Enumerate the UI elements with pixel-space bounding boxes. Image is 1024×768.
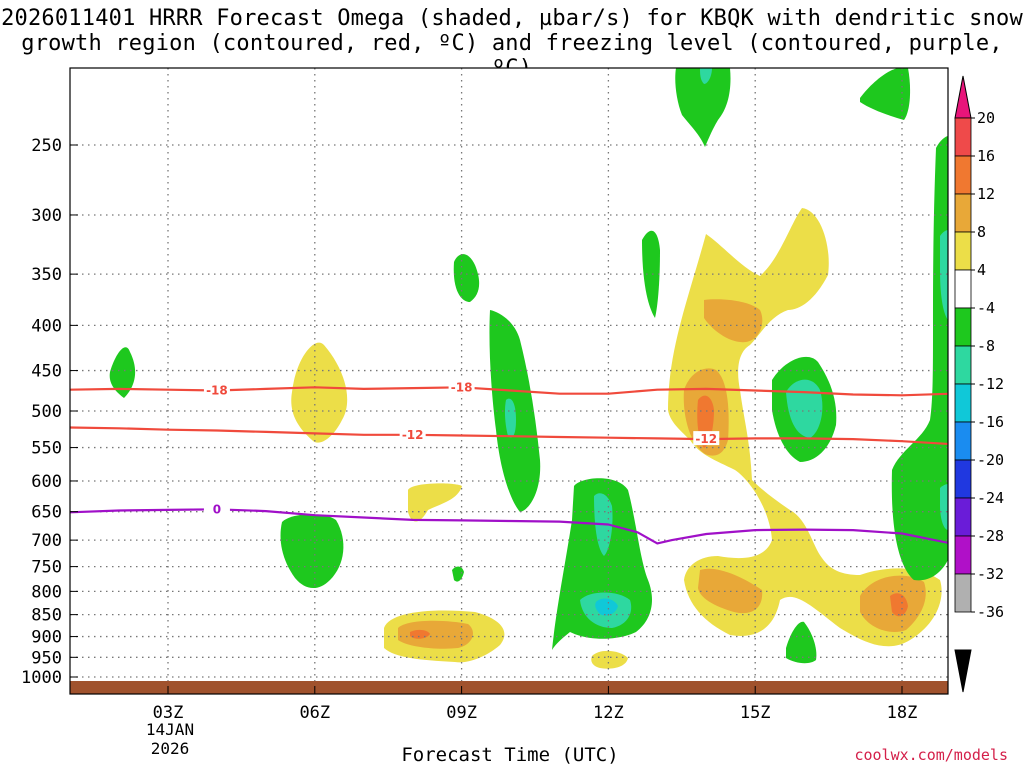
colorbar-tick-label-8: -16 bbox=[977, 413, 1004, 431]
y-tick-label-500: 500 bbox=[31, 402, 62, 422]
grid bbox=[70, 68, 948, 694]
shade-teal-5 bbox=[786, 379, 823, 438]
shade-yellow-2 bbox=[408, 483, 462, 522]
shade-tan-1 bbox=[398, 620, 473, 649]
y-tick-label-1000: 1000 bbox=[21, 668, 62, 688]
y-tick-label-600: 600 bbox=[31, 472, 62, 492]
y-tick-label-700: 700 bbox=[31, 531, 62, 551]
shade-grn-5 bbox=[452, 566, 464, 582]
y-tick-label-850: 850 bbox=[31, 606, 62, 626]
contour-label-bg--12-1 bbox=[693, 431, 720, 446]
colorbar-swatch-2 bbox=[954, 155, 972, 195]
shade-or-3 bbox=[890, 593, 908, 617]
shade-teal-7 bbox=[940, 484, 948, 530]
colorbar-tick-label-4: 4 bbox=[977, 261, 986, 279]
colorbar-swatch-4 bbox=[954, 231, 972, 271]
y-tick-label-750: 750 bbox=[31, 558, 62, 578]
shade-grn-12 bbox=[891, 136, 948, 581]
colorbar-tick-label-7: -12 bbox=[977, 375, 1004, 393]
contour-label--12-0: -12 bbox=[402, 428, 424, 442]
colorbar-tick-label-6: -8 bbox=[977, 337, 995, 355]
x-tick-label-18Z: 18Z bbox=[887, 703, 918, 723]
colorbar-tick-label-3: 8 bbox=[977, 223, 986, 241]
colorbar-tick-label-13: -36 bbox=[977, 603, 1004, 621]
shade-grn-3 bbox=[453, 254, 480, 302]
shade-grn-11 bbox=[860, 68, 911, 120]
plot-frame bbox=[69, 67, 949, 695]
colorbar-swatch-7 bbox=[954, 345, 972, 385]
colorbar-tick-label-2: 12 bbox=[977, 185, 995, 203]
shade-grn-7 bbox=[642, 230, 660, 318]
colorbar-tick-label-0: 20 bbox=[977, 109, 995, 127]
colorbar: 20 16 12 8 4 -4 -8 -12 -16 -20 -24 -28 -32 -36 bbox=[954, 75, 1004, 693]
shade-teal-1 bbox=[700, 68, 712, 84]
shade-yellow-4 bbox=[591, 650, 628, 669]
x-tick-label-03Z: 03Z bbox=[153, 703, 184, 723]
contour-label-bg--18-1 bbox=[448, 379, 475, 394]
contour-label-bg-0-0 bbox=[203, 501, 230, 516]
date-year-label: 2026 bbox=[150, 739, 190, 758]
colorbar-tick-label-12: -32 bbox=[977, 565, 1004, 583]
x-axis: 03Z 06Z 09Z 12Z 15Z 18Z bbox=[153, 686, 918, 723]
y-tick-label-450: 450 bbox=[31, 362, 62, 382]
omega-band-neg16-neg12 bbox=[595, 598, 618, 616]
colorbar-tick-label-11: -28 bbox=[977, 527, 1004, 545]
y-tick-label-250: 250 bbox=[31, 136, 62, 156]
x-tick-label-12Z: 12Z bbox=[593, 703, 624, 723]
y-tick-label-950: 950 bbox=[31, 648, 62, 668]
contour-label--12-1: -12 bbox=[695, 432, 717, 446]
x-tick-label-09Z: 09Z bbox=[446, 703, 477, 723]
colorbar-swatch-5 bbox=[954, 269, 972, 309]
date-day-label: 14JAN bbox=[145, 720, 195, 739]
y-tick-label-350: 350 bbox=[31, 265, 62, 285]
ground-surface bbox=[70, 681, 948, 694]
y-tick-label-300: 300 bbox=[31, 206, 62, 226]
y-tick-label-550: 550 bbox=[31, 439, 62, 459]
shade-grn-2 bbox=[280, 514, 344, 589]
colorbar-swatch-9 bbox=[954, 421, 972, 461]
contour-label-bg--12-0 bbox=[399, 426, 426, 441]
shade-yellow-1 bbox=[291, 342, 348, 443]
credit-text: coolwx.com/models bbox=[854, 746, 1008, 764]
colorbar-swatch-10 bbox=[954, 459, 972, 499]
colorbar-swatch-0 bbox=[954, 75, 972, 119]
x-tick-label-15Z: 15Z bbox=[740, 703, 771, 723]
y-tick-label-900: 900 bbox=[31, 628, 62, 648]
shade-tan-2 bbox=[704, 299, 763, 343]
contours: -18 -18 -12 -12 0 bbox=[70, 379, 948, 545]
omega-shading bbox=[109, 68, 948, 669]
contour-label--18-0: -18 bbox=[206, 384, 228, 398]
colorbar-swatch-3 bbox=[954, 193, 972, 233]
chart-title: 2026011401 HRRR Forecast Omega (shaded, … bbox=[1, 6, 1023, 81]
colorbar-swatch-1 bbox=[954, 117, 972, 157]
contour-line--12 bbox=[70, 426, 948, 446]
colorbar-swatch-12 bbox=[954, 535, 972, 575]
contour-label--18-1: -18 bbox=[451, 380, 473, 394]
colorbar-swatch-8 bbox=[954, 383, 972, 423]
x-tick-label-06Z: 06Z bbox=[299, 703, 330, 723]
x-axis-label: Forecast Time (UTC) bbox=[401, 744, 619, 766]
colorbar-tick-label-1: 16 bbox=[977, 147, 995, 165]
shade-teal-2 bbox=[504, 398, 516, 438]
y-tick-label-800: 800 bbox=[31, 582, 62, 602]
shade-grn-10 bbox=[786, 621, 817, 664]
contour-label-bg--18-0 bbox=[203, 382, 230, 397]
colorbar-swatch-13 bbox=[954, 573, 972, 613]
contour-label-0-0: 0 bbox=[213, 502, 221, 516]
shade-grn-8 bbox=[675, 68, 731, 147]
colorbar-swatch-6 bbox=[954, 307, 972, 347]
colorbar-tick-label-10: -24 bbox=[977, 489, 1004, 507]
colorbar-swatch-11 bbox=[954, 497, 972, 537]
colorbar-tick-label-9: -20 bbox=[977, 451, 1004, 469]
colorbar-swatch-14 bbox=[954, 649, 972, 693]
y-tick-label-400: 400 bbox=[31, 316, 62, 336]
colorbar-tick-label-5: -4 bbox=[977, 299, 995, 317]
shade-teal-6 bbox=[940, 230, 948, 320]
shade-grn-1 bbox=[109, 347, 136, 398]
shade-cyan-1 bbox=[595, 598, 618, 616]
y-axis: 2503003504004505005506006507007508008509… bbox=[21, 136, 78, 688]
contour-line-0 bbox=[70, 508, 948, 545]
y-tick-label-650: 650 bbox=[31, 503, 62, 523]
